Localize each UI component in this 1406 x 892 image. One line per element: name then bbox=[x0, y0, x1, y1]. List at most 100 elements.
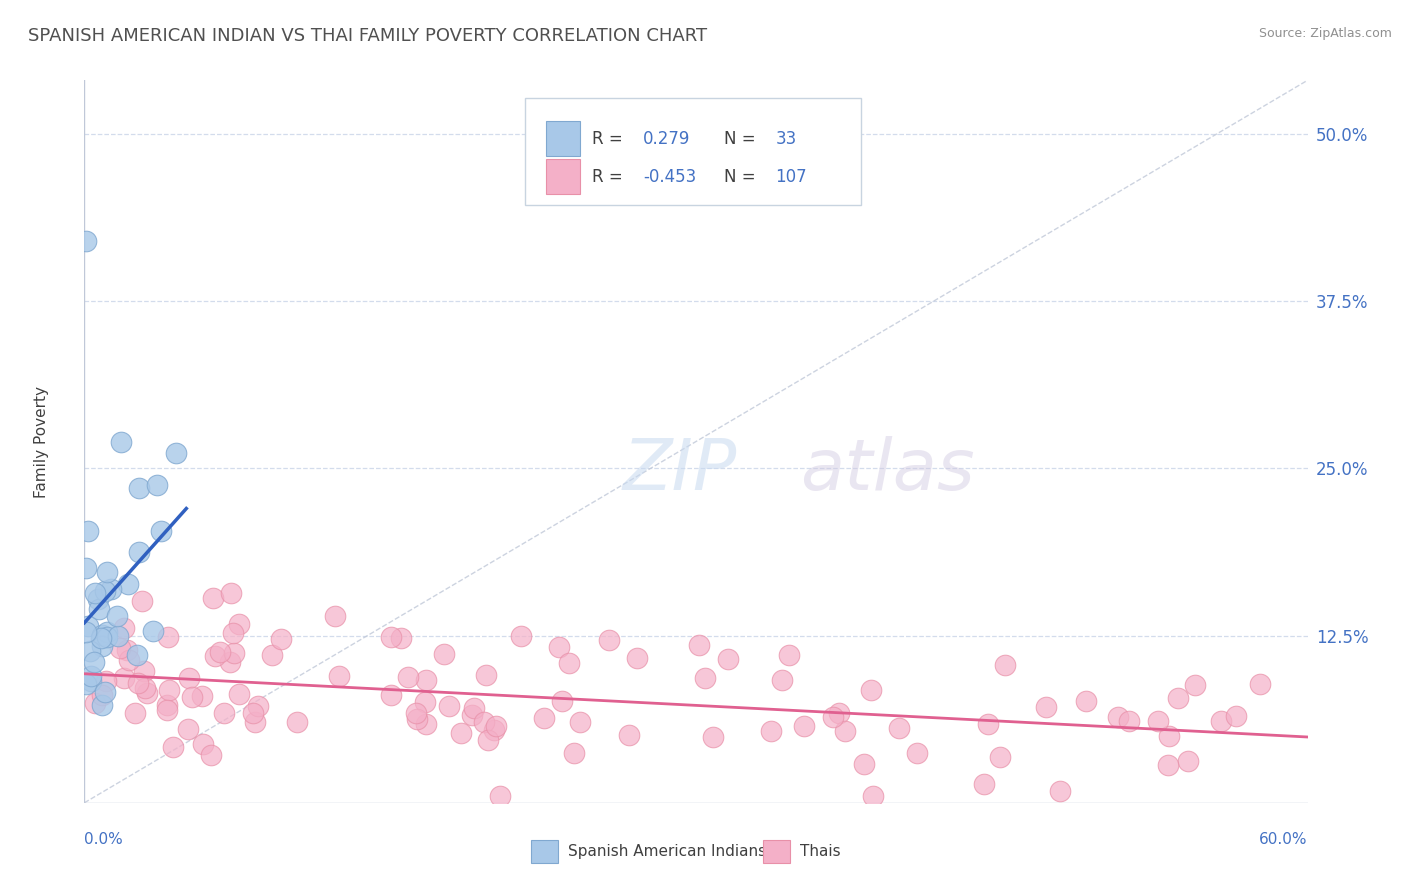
Point bbox=[485, 719, 508, 733]
Point bbox=[222, 646, 245, 660]
Point bbox=[977, 717, 1000, 731]
Point bbox=[114, 622, 136, 636]
Point bbox=[1157, 758, 1180, 772]
Point bbox=[406, 712, 429, 726]
FancyBboxPatch shape bbox=[524, 98, 860, 205]
Point bbox=[110, 434, 132, 449]
Point bbox=[91, 689, 114, 703]
Point bbox=[889, 722, 911, 736]
Point bbox=[1035, 700, 1057, 714]
Point bbox=[90, 639, 112, 653]
Point bbox=[75, 624, 97, 639]
Point bbox=[131, 594, 153, 608]
Point bbox=[862, 789, 884, 804]
Point bbox=[688, 638, 710, 652]
Point bbox=[191, 737, 214, 751]
Point bbox=[94, 685, 117, 699]
Point bbox=[695, 671, 717, 685]
Point bbox=[90, 631, 112, 645]
Point bbox=[569, 715, 592, 730]
Point bbox=[128, 481, 150, 495]
Point bbox=[598, 633, 620, 648]
Point bbox=[76, 524, 98, 539]
Point bbox=[380, 630, 402, 644]
Text: Source: ZipAtlas.com: Source: ZipAtlas.com bbox=[1258, 27, 1392, 40]
Point bbox=[156, 703, 179, 717]
Point bbox=[557, 656, 579, 670]
Point bbox=[96, 630, 118, 644]
Point bbox=[156, 630, 179, 644]
Point bbox=[179, 671, 201, 685]
Point bbox=[262, 648, 284, 662]
Point bbox=[108, 640, 131, 655]
Point bbox=[242, 706, 264, 720]
Point bbox=[191, 690, 214, 704]
Point bbox=[90, 698, 112, 712]
Text: 107: 107 bbox=[776, 168, 807, 186]
Point bbox=[84, 697, 107, 711]
Point bbox=[162, 739, 184, 754]
Point bbox=[1108, 710, 1130, 724]
Point bbox=[83, 655, 105, 669]
Point bbox=[75, 561, 97, 575]
Point bbox=[128, 545, 150, 559]
Point bbox=[200, 748, 222, 763]
Text: Family Poverty: Family Poverty bbox=[34, 385, 49, 498]
Point bbox=[181, 690, 204, 704]
Point bbox=[208, 644, 231, 658]
Point bbox=[380, 688, 402, 702]
Point bbox=[142, 624, 165, 638]
Point bbox=[105, 608, 128, 623]
Point bbox=[134, 664, 156, 678]
Point bbox=[415, 695, 437, 709]
Point bbox=[96, 565, 118, 579]
Point bbox=[389, 631, 412, 645]
Point bbox=[94, 673, 117, 688]
Point bbox=[328, 669, 350, 683]
Point bbox=[218, 655, 240, 669]
Point bbox=[135, 686, 157, 700]
Text: 0.279: 0.279 bbox=[644, 130, 690, 148]
Point bbox=[477, 732, 499, 747]
Bar bbox=[546, 121, 579, 156]
Point bbox=[87, 592, 110, 607]
Point bbox=[75, 234, 97, 248]
Point bbox=[127, 648, 149, 662]
Point bbox=[117, 653, 139, 667]
Point bbox=[988, 750, 1011, 764]
Point bbox=[551, 694, 574, 708]
Text: 33: 33 bbox=[776, 130, 797, 148]
Point bbox=[112, 671, 135, 685]
Point bbox=[156, 698, 179, 713]
Point bbox=[201, 591, 224, 606]
Point bbox=[461, 708, 484, 723]
Text: -0.453: -0.453 bbox=[644, 168, 696, 186]
Point bbox=[778, 648, 800, 662]
Point bbox=[177, 722, 200, 736]
Point bbox=[79, 673, 101, 688]
Point bbox=[134, 681, 156, 696]
Point bbox=[905, 747, 928, 761]
Point bbox=[1184, 678, 1206, 692]
Point bbox=[405, 706, 427, 720]
Text: R =: R = bbox=[592, 168, 628, 186]
Point bbox=[510, 629, 533, 643]
Point bbox=[79, 644, 101, 658]
Point bbox=[472, 715, 495, 730]
Point bbox=[246, 699, 269, 714]
Point bbox=[463, 701, 485, 715]
Text: 60.0%: 60.0% bbox=[1260, 831, 1308, 847]
Point bbox=[150, 524, 173, 538]
Point bbox=[1167, 691, 1189, 706]
Point bbox=[702, 730, 724, 744]
Point bbox=[165, 446, 187, 460]
Point bbox=[127, 675, 149, 690]
Point bbox=[1225, 709, 1247, 723]
Point bbox=[626, 651, 648, 665]
Point bbox=[759, 723, 782, 738]
Point bbox=[619, 728, 641, 742]
Point bbox=[533, 711, 555, 725]
Point bbox=[482, 723, 505, 738]
Point bbox=[212, 706, 235, 720]
Point bbox=[415, 673, 437, 687]
